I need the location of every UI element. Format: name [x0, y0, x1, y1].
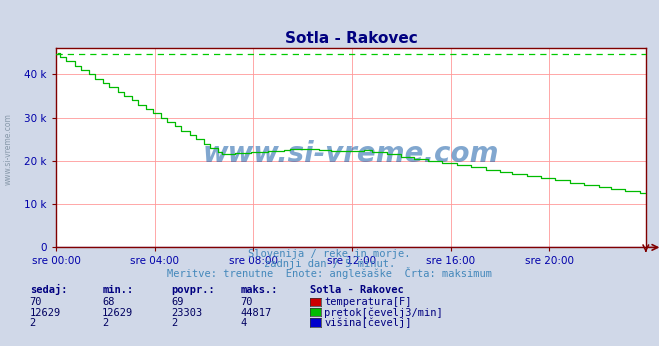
- Text: Sotla - Rakovec: Sotla - Rakovec: [310, 285, 403, 295]
- Text: www.si-vreme.com: www.si-vreme.com: [3, 113, 13, 185]
- Text: 12629: 12629: [30, 308, 61, 318]
- Text: Meritve: trenutne  Enote: anglešaške  Črta: maksimum: Meritve: trenutne Enote: anglešaške Črta…: [167, 267, 492, 279]
- Text: maks.:: maks.:: [241, 285, 278, 295]
- Text: višina[čevelj]: višina[čevelj]: [324, 317, 412, 328]
- Text: 23303: 23303: [171, 308, 202, 318]
- Text: min.:: min.:: [102, 285, 133, 295]
- Text: 70: 70: [241, 297, 253, 307]
- Title: Sotla - Rakovec: Sotla - Rakovec: [285, 31, 417, 46]
- Text: 69: 69: [171, 297, 184, 307]
- Text: 4: 4: [241, 318, 246, 328]
- Text: 44817: 44817: [241, 308, 272, 318]
- Text: 2: 2: [30, 318, 36, 328]
- Text: www.si-vreme.com: www.si-vreme.com: [203, 140, 499, 168]
- Text: Slovenija / reke in morje.: Slovenija / reke in morje.: [248, 249, 411, 259]
- Text: pretok[čevelj3/min]: pretok[čevelj3/min]: [324, 307, 443, 318]
- Text: temperatura[F]: temperatura[F]: [324, 297, 412, 307]
- Text: sedaj:: sedaj:: [30, 284, 67, 295]
- Text: zadnji dan / 5 minut.: zadnji dan / 5 minut.: [264, 259, 395, 269]
- Text: 2: 2: [171, 318, 177, 328]
- Text: 2: 2: [102, 318, 108, 328]
- Text: 68: 68: [102, 297, 115, 307]
- Text: povpr.:: povpr.:: [171, 285, 215, 295]
- Text: 70: 70: [30, 297, 42, 307]
- Text: 12629: 12629: [102, 308, 133, 318]
